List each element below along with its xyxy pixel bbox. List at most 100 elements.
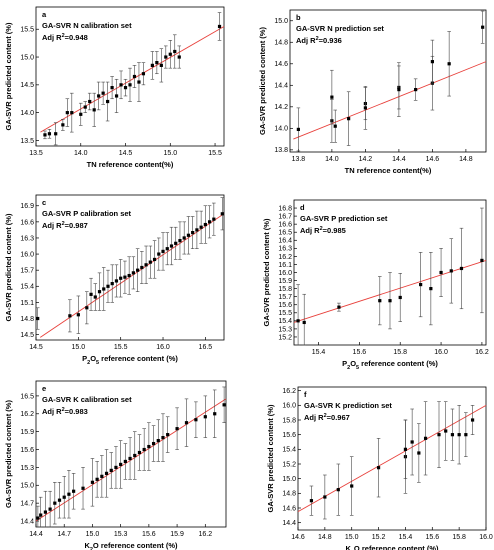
y-tick-label: 15.8 [278,286,292,293]
y-tick-label: 16.8 [278,205,292,212]
x-axis-label: P2O5 reference content (%) [342,359,438,371]
data-point [95,477,99,481]
x-tick-label: 14.0 [74,150,88,157]
data-point [148,260,152,264]
data-point [110,282,114,286]
data-point [106,284,110,288]
fit-line [40,26,225,133]
y-axis-label: GA-SVR predicted content (%) [4,213,13,321]
data-point [110,86,114,90]
data-point [464,433,468,437]
data-point [174,241,178,245]
data-point [194,418,198,422]
x-axis-label: P2O5 reference content (%) [82,354,178,366]
data-point [186,233,191,237]
x-tick-label: 15.5 [208,150,222,157]
adj-r2: Adj R2=0.987 [42,221,88,230]
y-tick-label: 14.6 [282,505,296,512]
data-point [62,495,66,499]
x-tick-label: 15.3 [114,531,128,538]
x-tick-label: 15.0 [163,150,177,157]
x-tick-label: 14.8 [318,534,332,541]
data-point [152,257,157,262]
data-point [296,127,300,132]
x-tick-label: 15.0 [72,344,86,351]
y-tick-label: 14.8 [282,491,296,498]
y-tick-label: 16.1 [278,262,292,269]
plot-frame [35,6,225,147]
y-axis-label: GA-SVR predicted content (%) [4,22,13,130]
data-point [296,319,300,323]
y-tick-label: 16.6 [278,222,292,229]
y-tick-label: 16.2 [20,411,34,418]
data-point [104,471,109,475]
data-point [53,501,57,505]
x-axis-label: TN reference content(%) [345,166,432,175]
y-tick-label: 15.3 [278,326,292,333]
data-point [119,83,123,87]
data-point [350,484,354,488]
data-point [173,49,177,54]
x-tick-label: 14.5 [119,150,133,157]
adj-r2: Adj R2=0.967 [304,413,350,422]
y-tick-label: 16.2 [282,388,296,395]
data-point [136,268,140,272]
data-point [132,74,137,79]
data-point [114,94,119,98]
data-point [47,132,52,136]
y-tick-label: 13.8 [274,147,288,154]
data-point [61,123,65,127]
x-tick-label: 15.4 [312,349,326,356]
y-tick-label: 15.0 [20,483,34,490]
x-tick-label: 15.8 [452,534,466,541]
x-tick-label: 15.0 [345,534,359,541]
data-point [128,83,132,87]
x-tick-label: 14.5 [29,344,43,351]
data-point [123,86,128,90]
data-point [109,468,113,472]
x-axis-label: TN reference content(%) [87,160,174,169]
data-point [161,249,165,253]
panel-letter: c [42,198,46,207]
data-point [459,266,464,271]
data-point [169,244,174,248]
x-tick-label: 14.6 [426,156,440,163]
data-point [93,295,97,299]
plot-frame [35,194,225,341]
data-point [102,287,106,291]
adj-r2: Adj R2=0.985 [300,226,346,235]
y-tick-label: 14.4 [282,520,296,527]
data-point [333,124,337,128]
y-tick-label: 16.4 [278,238,292,245]
data-point [65,111,69,115]
panel-letter: f [304,390,307,399]
y-tick-label: 14.7 [20,501,34,508]
x-tick-label: 14.8 [459,156,473,163]
y-axis-label: GA-SVR predicted content (%) [266,404,275,512]
data-point [70,111,74,115]
panel-e: 14.4 14.7 15.0 15.3 15.6 15.9 16.2 14.4 14.7 15.0… [4,380,227,550]
data-point [417,451,421,455]
x-tick-label: 13.5 [29,150,43,157]
adj-r2: Adj R2=0.948 [42,33,88,42]
y-tick-label: 14.2 [274,104,288,111]
y-tick-label: 15.7 [278,294,292,301]
panel-title: GA-SVR K prediction set [304,401,392,410]
data-point [376,466,381,470]
y-tick-label: 16.0 [20,251,34,258]
data-point [142,447,146,452]
x-tick-label: 14.4 [392,156,406,163]
data-point [208,220,212,224]
x-tick-label: 15.9 [170,531,184,538]
x-tick-label: 15.6 [142,531,156,538]
x-axis-label: K2O reference content (%) [345,544,439,550]
data-point [156,438,160,443]
y-tick-label: 16.9 [20,203,34,210]
y-tick-label: 14.5 [20,332,34,339]
y-tick-label: 15.5 [20,27,34,34]
data-point [157,252,161,256]
data-point [203,222,207,227]
data-point [414,88,418,92]
plot-frame [35,380,227,528]
